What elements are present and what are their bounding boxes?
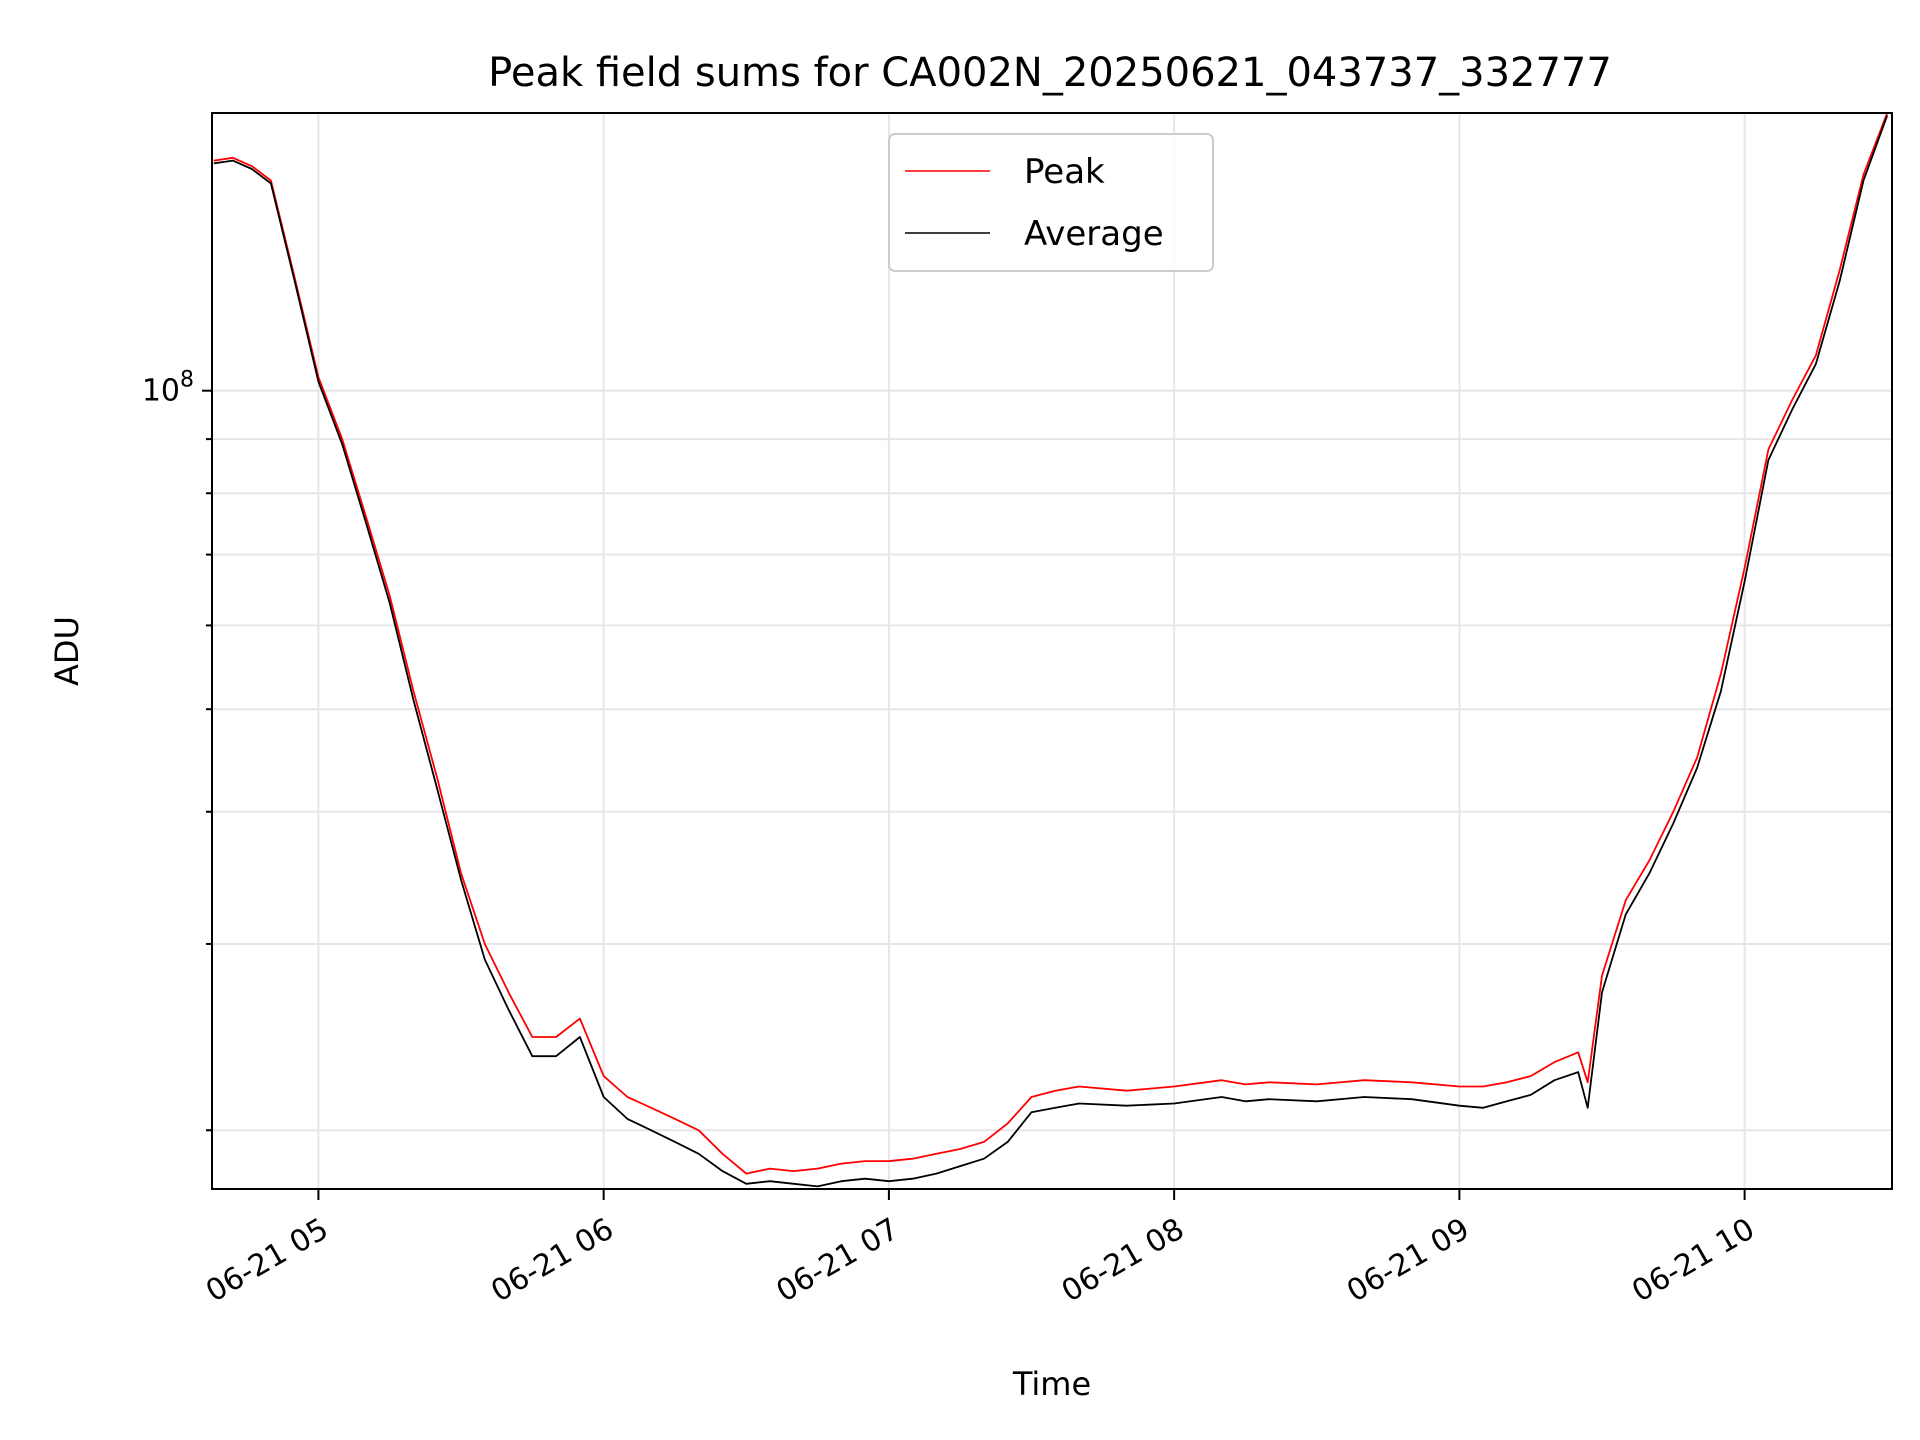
plot-frame bbox=[211, 112, 1893, 1190]
legend-label-average: Average bbox=[1024, 214, 1164, 254]
series-line-peak bbox=[213, 112, 1889, 1175]
legend: Peak Average bbox=[888, 133, 1214, 272]
chart-title: Peak field sums for CA002N_20250621_0437… bbox=[488, 50, 1612, 96]
series-layer bbox=[213, 112, 1889, 1188]
x-axis-title: Time bbox=[1012, 1365, 1091, 1403]
legend-box bbox=[888, 133, 1214, 272]
y-axis-title: ADU bbox=[48, 616, 86, 686]
legend-label-peak: Peak bbox=[1024, 152, 1105, 192]
series-line-average bbox=[213, 115, 1889, 1188]
grid-lines bbox=[212, 113, 1892, 1189]
